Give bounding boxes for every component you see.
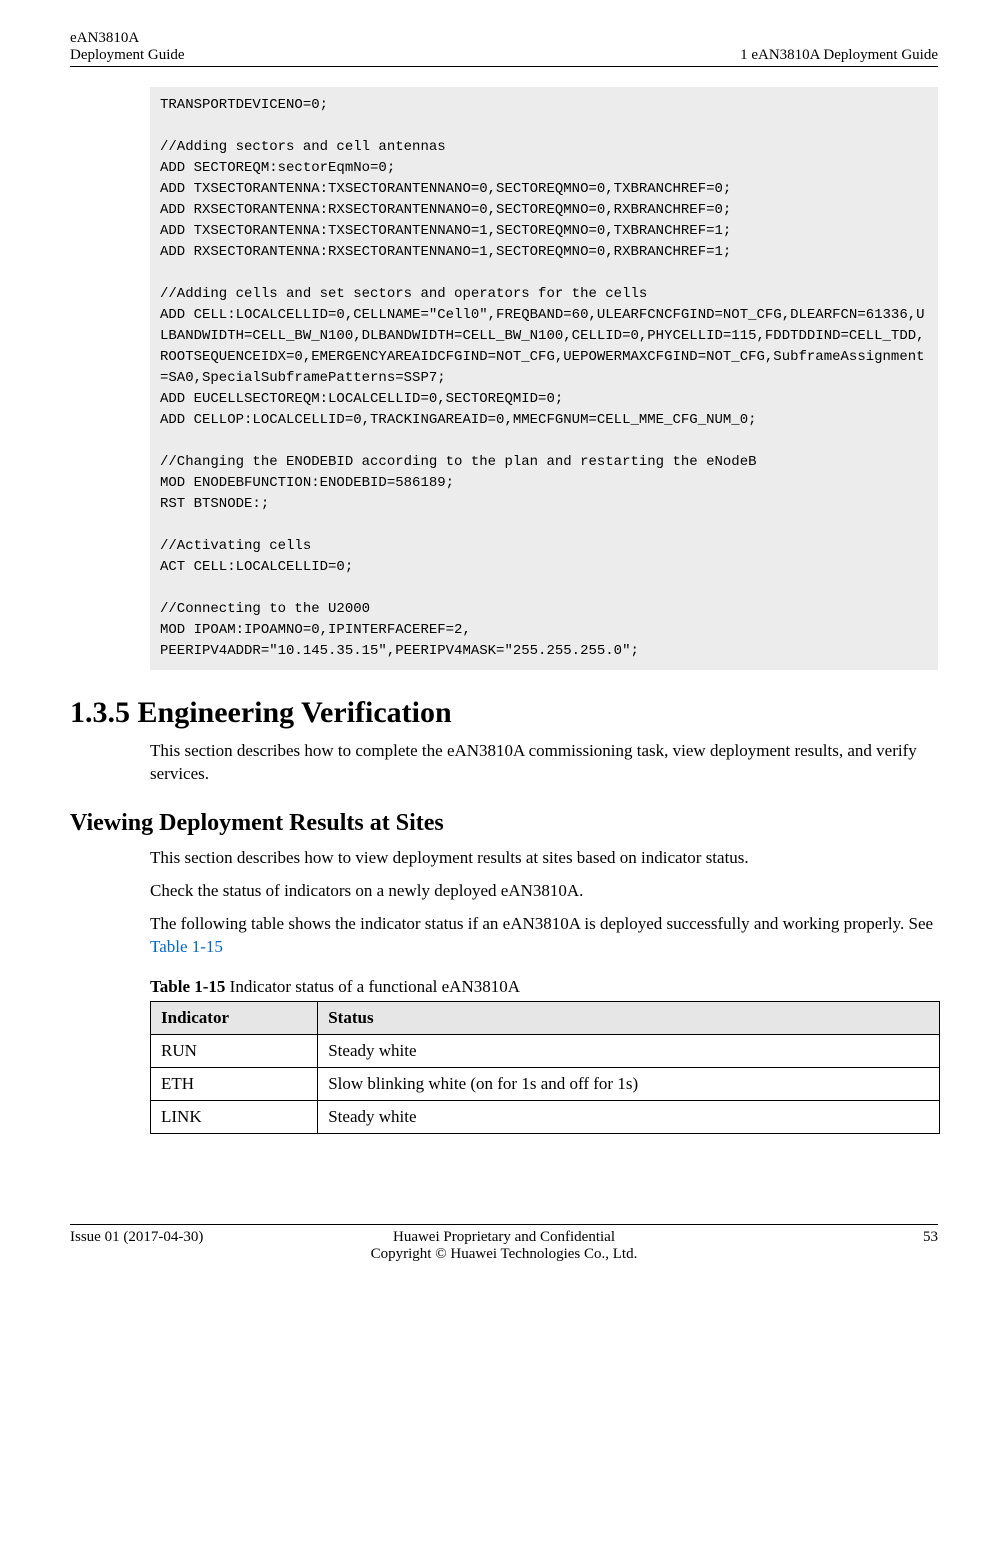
subsection-heading: Viewing Deployment Results at Sites xyxy=(70,810,938,837)
table-caption-number: Table 1-15 xyxy=(150,977,225,996)
table-cell: Steady white xyxy=(318,1100,940,1133)
footer-copyright: Huawei Proprietary and Confidential Copy… xyxy=(250,1229,758,1263)
table-row: RUN Steady white xyxy=(151,1034,940,1067)
paragraph: Check the status of indicators on a newl… xyxy=(150,880,938,903)
header-left: eAN3810A Deployment Guide xyxy=(70,30,185,64)
footer-line1: Huawei Proprietary and Confidential xyxy=(393,1229,615,1245)
footer-issue: Issue 01 (2017-04-30) xyxy=(70,1229,250,1263)
section-intro: This section describes how to complete t… xyxy=(150,740,938,786)
table-header-cell: Indicator xyxy=(151,1001,318,1034)
header-doc-title: Deployment Guide xyxy=(70,47,185,63)
table-header-row: Indicator Status xyxy=(151,1001,940,1034)
section-title: Engineering Verification xyxy=(138,696,452,729)
table-cell: Slow blinking white (on for 1s and off f… xyxy=(318,1067,940,1100)
footer-line2: Copyright © Huawei Technologies Co., Ltd… xyxy=(371,1246,638,1262)
table-row: ETH Slow blinking white (on for 1s and o… xyxy=(151,1067,940,1100)
header-product: eAN3810A xyxy=(70,30,139,46)
table-cell: Steady white xyxy=(318,1034,940,1067)
table-row: LINK Steady white xyxy=(151,1100,940,1133)
table-cell: LINK xyxy=(151,1100,318,1133)
table-caption: Table 1-15 Indicator status of a functio… xyxy=(150,977,938,997)
indicator-status-table: Indicator Status RUN Steady white ETH Sl… xyxy=(150,1001,940,1134)
paragraph: The following table shows the indicator … xyxy=(150,913,938,959)
table-header-cell: Status xyxy=(318,1001,940,1034)
table-cell: ETH xyxy=(151,1067,318,1100)
page-footer: Issue 01 (2017-04-30) Huawei Proprietary… xyxy=(70,1224,938,1263)
footer-page-number: 53 xyxy=(758,1229,938,1263)
header-right: 1 eAN3810A Deployment Guide xyxy=(740,47,938,64)
section-heading: 1.3.5 Engineering Verification xyxy=(70,696,938,730)
table-cell: RUN xyxy=(151,1034,318,1067)
page-header: eAN3810A Deployment Guide 1 eAN3810A Dep… xyxy=(70,30,938,67)
mml-code-block: TRANSPORTDEVICENO=0; //Adding sectors an… xyxy=(150,87,938,670)
table-reference-link[interactable]: Table 1-15 xyxy=(150,937,223,956)
paragraph-text: The following table shows the indicator … xyxy=(150,914,933,933)
table-caption-text: Indicator status of a functional eAN3810… xyxy=(225,977,520,996)
section-number: 1.3.5 xyxy=(70,696,130,729)
paragraph: This section describes how to view deplo… xyxy=(150,847,938,870)
